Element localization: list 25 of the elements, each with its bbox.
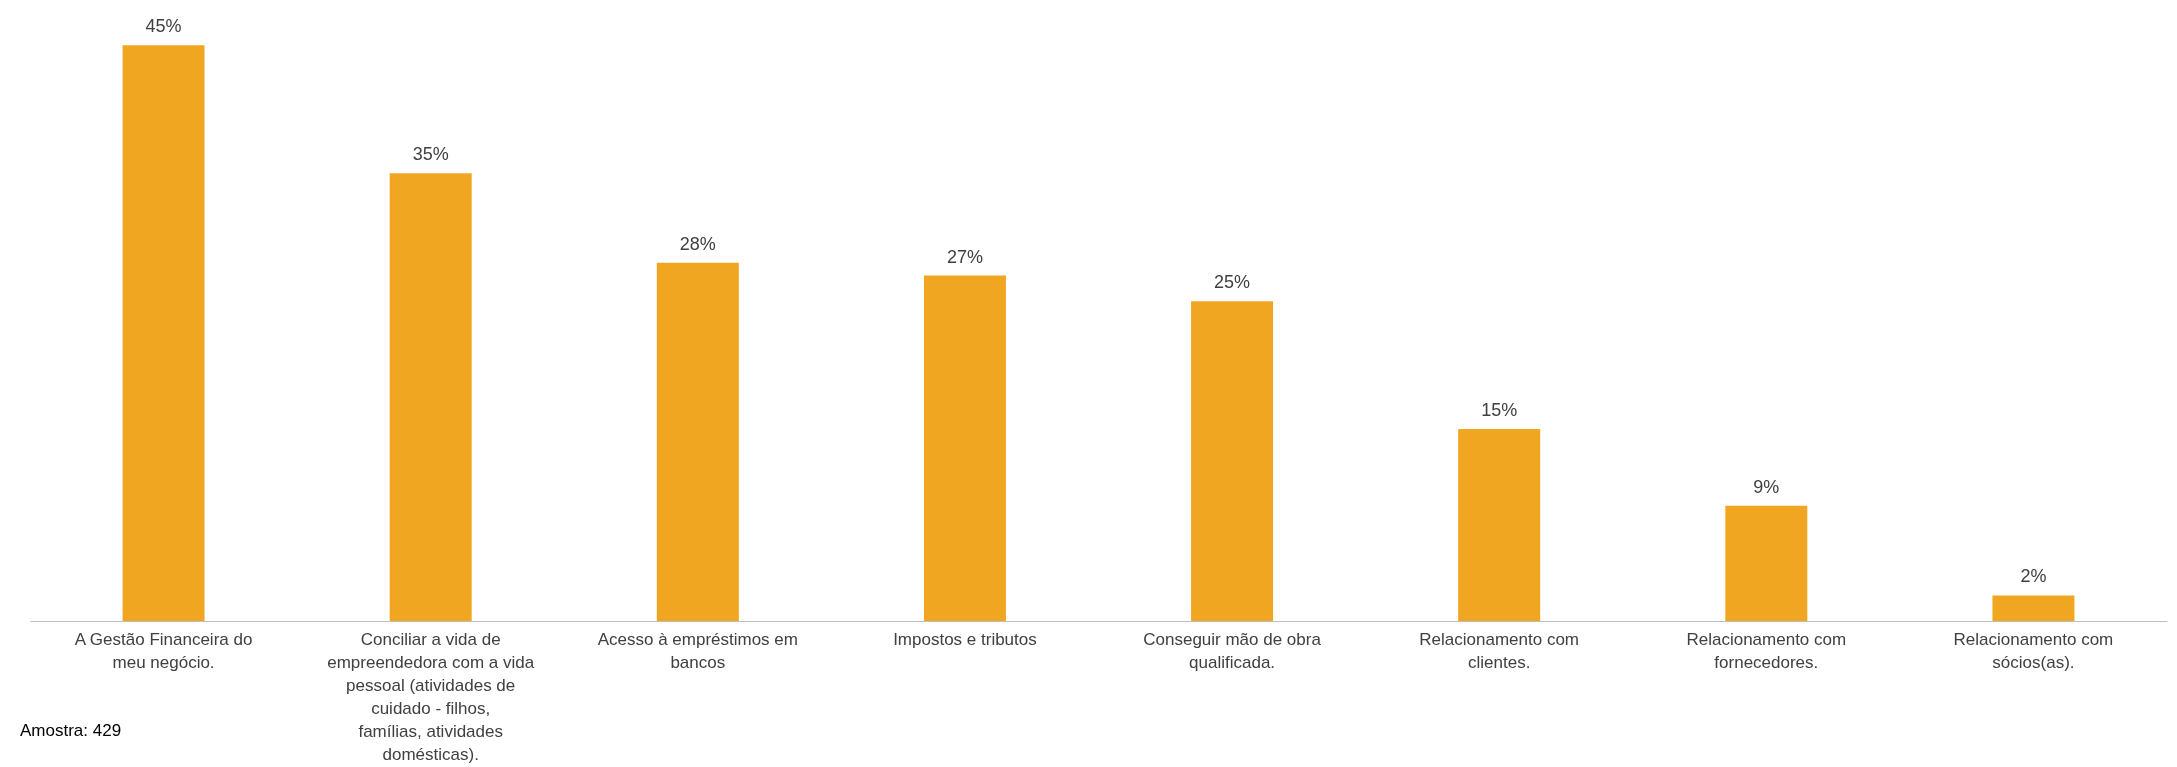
x-tick-label: Relacionamento com clientes. xyxy=(1419,629,1580,672)
data-label: 27% xyxy=(946,246,983,267)
bar xyxy=(122,45,205,621)
x-tick-label: Acesso à empréstimos em bancos xyxy=(597,629,798,672)
bar xyxy=(656,262,739,621)
x-tick-label: Impostos e tributos xyxy=(893,629,1037,649)
data-label: 9% xyxy=(1753,476,1780,497)
x-tick-label: Relacionamento com fornecedores. xyxy=(1686,629,1847,672)
data-label: 2% xyxy=(2020,566,2047,587)
bar xyxy=(1992,595,2075,621)
data-label: 15% xyxy=(1481,400,1518,421)
bar xyxy=(389,173,472,621)
x-tick-label: A Gestão Financeira do meu negócio. xyxy=(74,629,253,672)
bar xyxy=(1458,429,1541,621)
bar xyxy=(923,275,1006,621)
x-tick-label: Conseguir mão de obra qualificada. xyxy=(1143,629,1322,672)
data-label: 25% xyxy=(1214,272,1251,293)
text: Amostra: 429 xyxy=(20,721,122,740)
data-label: 35% xyxy=(412,144,449,165)
data-label: 28% xyxy=(679,233,716,254)
x-tick-label: Conciliar a vida de empreendedora com a vida pessoal (atividades de cuidado - filhos, famílias, atividades domésticas). xyxy=(327,629,535,764)
bar xyxy=(1191,301,1274,621)
data-label: 45% xyxy=(145,16,182,37)
bar xyxy=(1725,505,1808,621)
x-tick-label: Relacionamento com sócios(as). xyxy=(1953,629,2114,672)
